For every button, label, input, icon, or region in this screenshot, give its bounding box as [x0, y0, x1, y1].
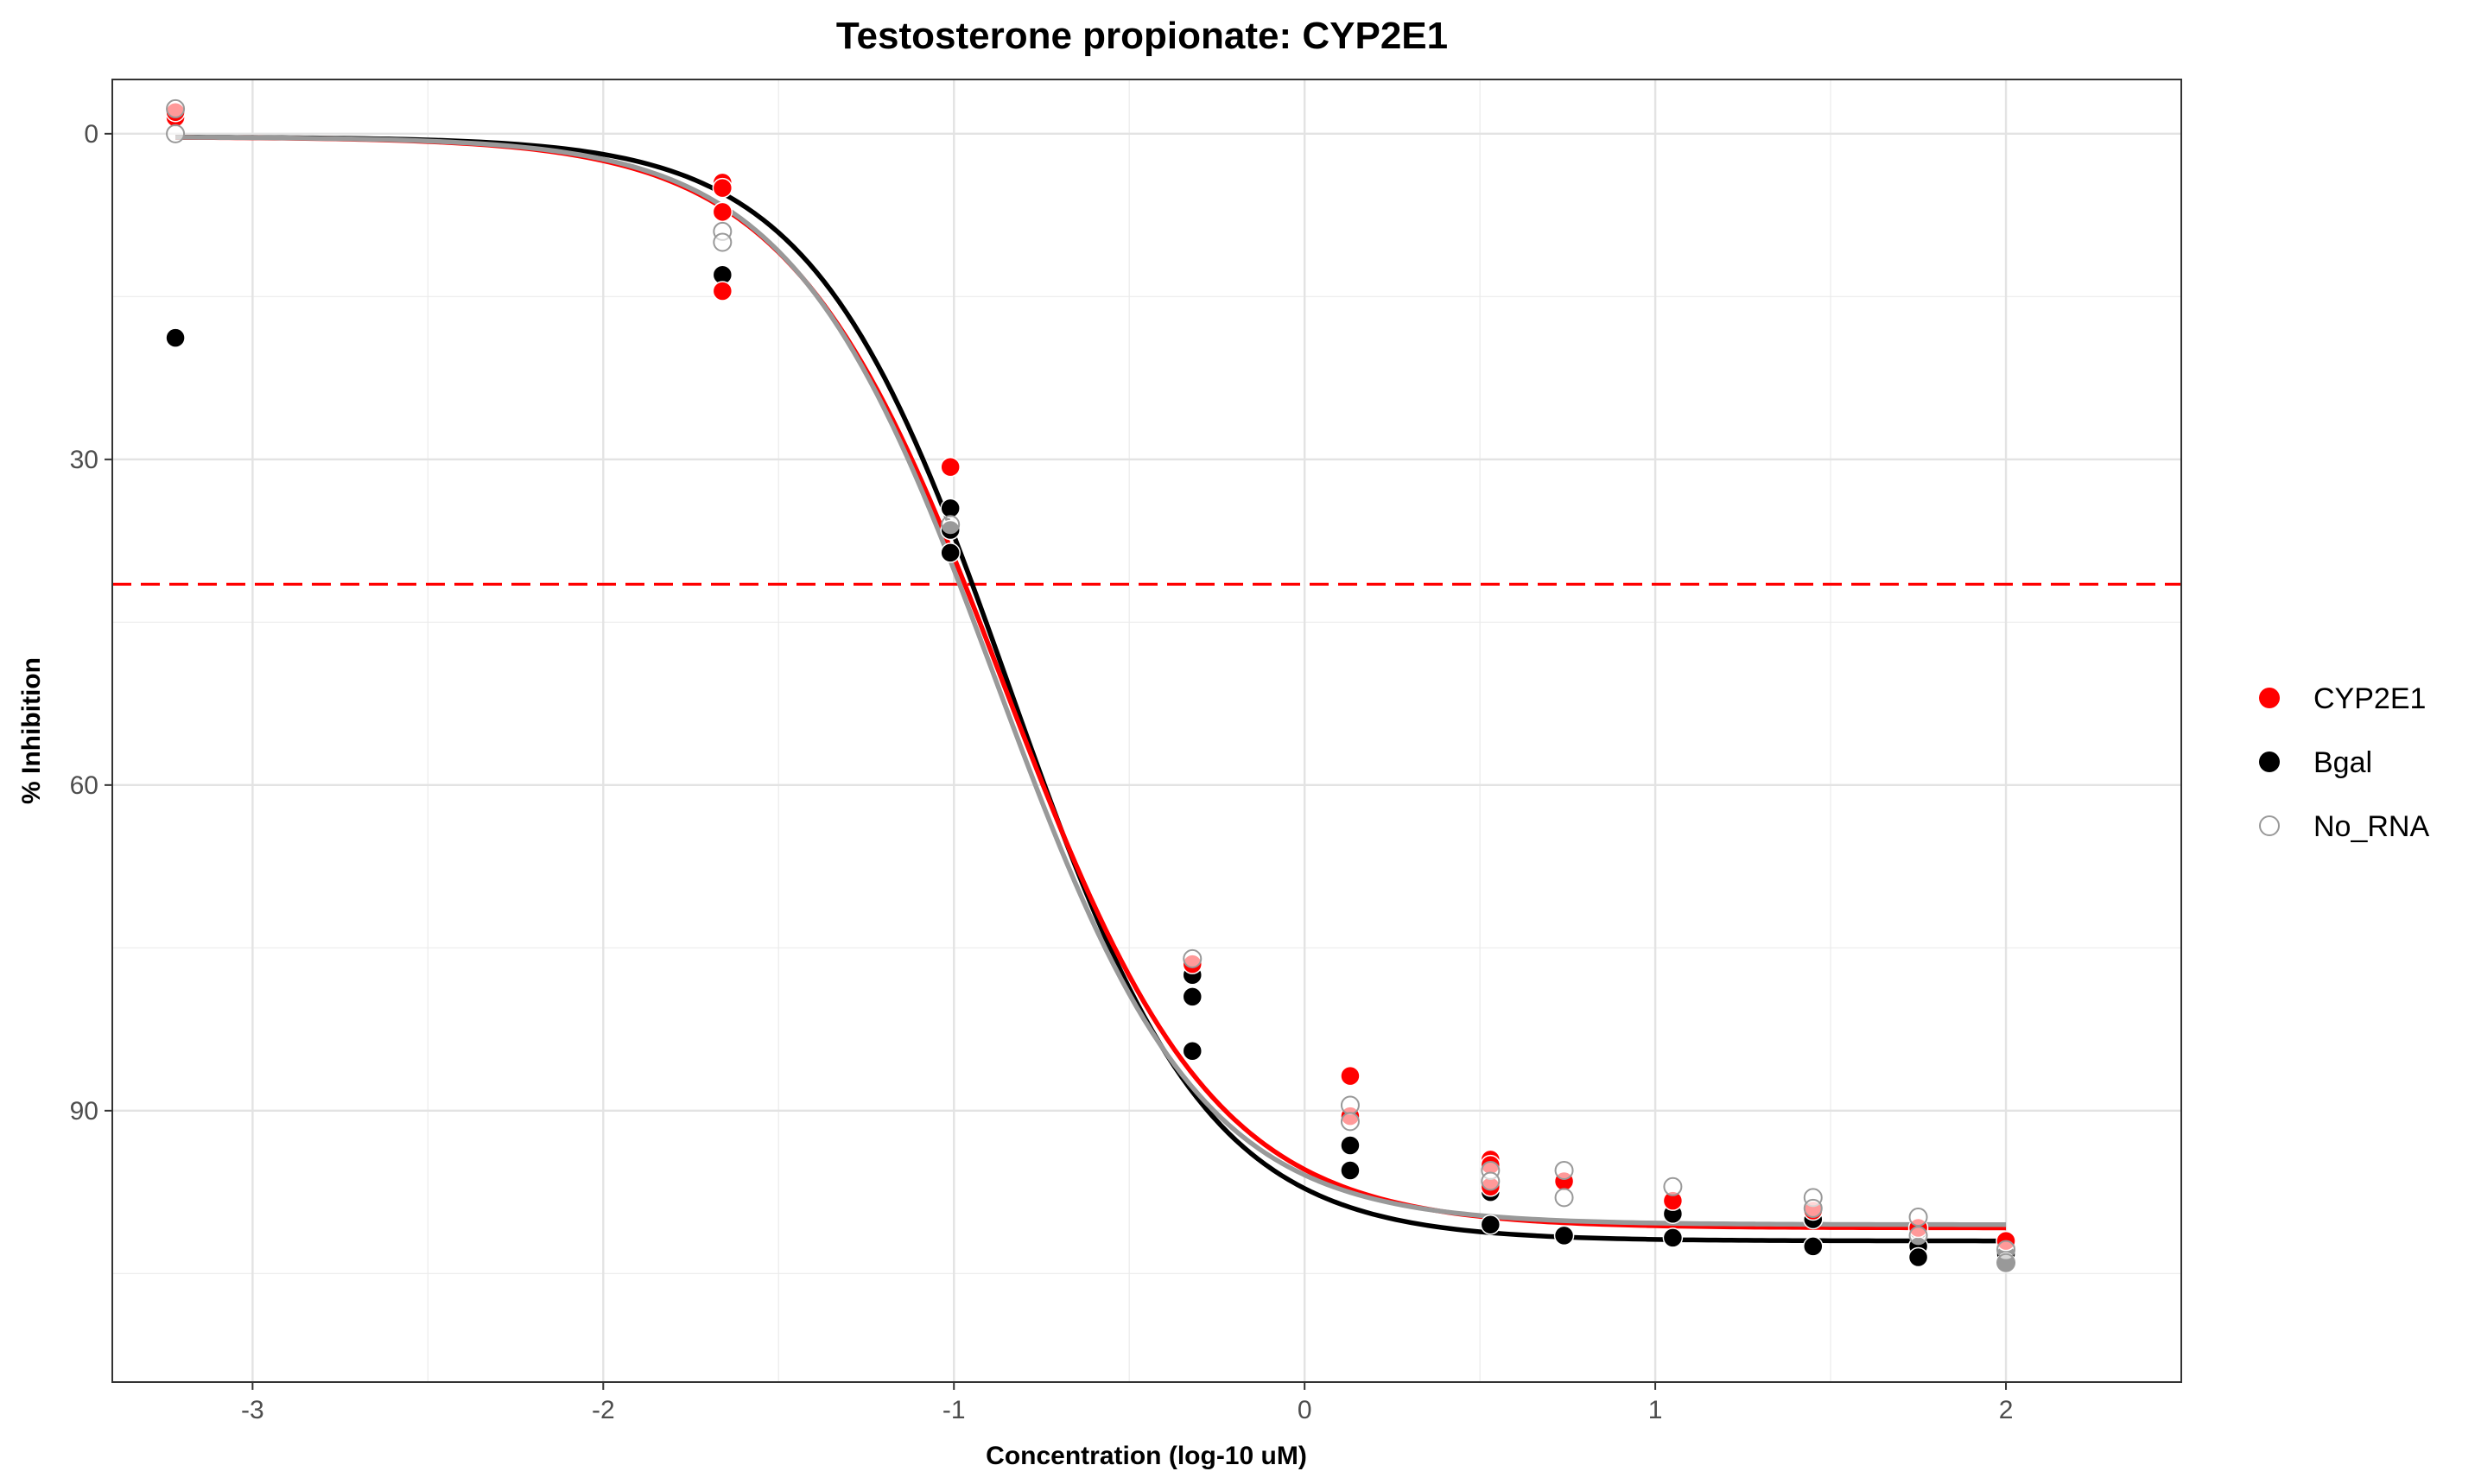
x-tick-label: 1 [1648, 1396, 1663, 1424]
point-no-rna [1554, 1160, 1574, 1180]
point-cyp2e1 [1340, 1065, 1361, 1087]
x-tick-label: -1 [942, 1396, 966, 1424]
point-no-rna [1554, 1188, 1574, 1208]
x-axis-title: Concentration (log-10 uM) [986, 1442, 1307, 1470]
point-bgal [1907, 1246, 1929, 1268]
data-points [165, 98, 2016, 1273]
point-bgal [1340, 1135, 1361, 1156]
y-tick-label: 0 [84, 120, 98, 149]
y-axis-title: % Inhibition [17, 657, 46, 804]
point-cyp2e1 [712, 281, 733, 301]
legend-label: No_RNA [2313, 810, 2429, 843]
point-no-rna [1663, 1176, 1683, 1196]
x-tick-label: 2 [1999, 1396, 2014, 1424]
fitted-curves [175, 135, 2007, 1244]
legend-key-no-rna [2259, 815, 2280, 836]
point-bgal [165, 327, 186, 348]
legend: CYP2E1 Bgal No_RNA [2259, 682, 2429, 843]
y-axis: 0 30 60 90 [70, 120, 112, 1126]
point-bgal [1182, 986, 1203, 1007]
point-bgal [940, 542, 961, 563]
point-no-rna [1996, 1253, 2016, 1272]
point-no-rna [1908, 1207, 1928, 1227]
legend-key-bgal [2259, 752, 2280, 772]
point-bgal [1182, 1040, 1203, 1062]
x-tick-label: -3 [241, 1396, 264, 1424]
point-no-rna [1481, 1171, 1501, 1191]
legend-key-cyp2e1 [2259, 688, 2280, 708]
point-cyp2e1 [712, 201, 733, 223]
panel-border [111, 79, 2182, 1383]
x-axis: -3 -2 -1 0 1 2 [241, 1382, 2013, 1424]
y-tick-label: 90 [70, 1097, 98, 1126]
legend-label: CYP2E1 [2313, 682, 2426, 715]
point-bgal [1803, 1236, 1824, 1257]
point-bgal [1553, 1225, 1575, 1246]
point-no-rna [941, 515, 961, 535]
point-no-rna [1183, 948, 1203, 968]
point-bgal [940, 498, 961, 519]
grid-major [112, 79, 2181, 1382]
x-tick-label: -2 [592, 1396, 615, 1424]
x-tick-label: 0 [1298, 1396, 1312, 1424]
point-no-rna [713, 232, 733, 252]
point-no-rna [166, 98, 186, 118]
point-no-rna [1803, 1198, 1823, 1218]
point-bgal [1480, 1214, 1501, 1235]
chart-title: Testosterone propionate: CYP2E1 [836, 15, 1448, 57]
y-tick-label: 30 [70, 446, 98, 474]
y-tick-label: 60 [70, 771, 98, 800]
point-bgal [1340, 1160, 1361, 1181]
point-no-rna [166, 124, 186, 143]
legend-label: Bgal [2313, 746, 2372, 779]
point-no-rna [1908, 1226, 1928, 1246]
point-no-rna [1340, 1112, 1360, 1132]
point-cyp2e1 [940, 456, 961, 478]
point-bgal [1662, 1227, 1684, 1248]
plot-panel [111, 79, 2182, 1383]
panel-background [112, 79, 2181, 1382]
point-cyp2e1 [712, 177, 733, 199]
point-no-rna [1340, 1095, 1360, 1115]
grid-minor [112, 79, 2181, 1382]
curve-no-rna [175, 135, 2007, 1227]
